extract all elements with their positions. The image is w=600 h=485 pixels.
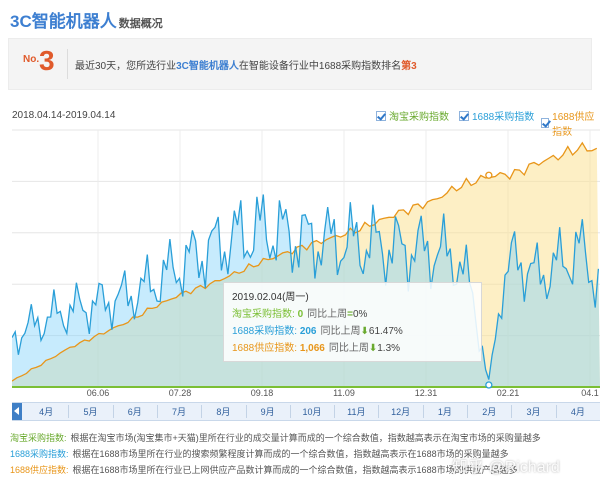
page-title: 3C智能机器人 数据概况 — [10, 7, 163, 31]
x-tick-label: 12.31 — [414, 388, 438, 398]
navigator-separator — [334, 405, 336, 418]
tooltip-row-1688: 1688采购指数: 206 同比上周⬇61.47% — [232, 323, 473, 340]
legend-taobao-checkbox[interactable] — [376, 110, 386, 121]
time-navigator[interactable]: 4月 5月 6月 7月 8月 9月 10月 11月 12月 1月 2月 3月 4月 — [12, 402, 600, 421]
index-definitions: 淘宝采购指数: 根据在淘宝市场(淘宝集市+天猫)里所在行业的成交量计算而成的一个综… — [10, 430, 595, 478]
tooltip-pct: 61.47% — [368, 326, 403, 337]
navigator-month-label[interactable]: 12月 — [391, 407, 411, 417]
tooltip-row-supply: 1688供应指数: 1,066 同比上周⬇1.3% — [232, 340, 473, 357]
tooltip-label: 1688供应指数: — [232, 343, 300, 354]
footnote-taobao: 淘宝采购指数: 根据在淘宝市场(淘宝集市+天猫)里所在行业的成交量计算而成的一个综… — [10, 430, 595, 446]
legend-1688-label: 1688采购指数 — [472, 112, 535, 123]
chart-markers — [485, 171, 493, 389]
legend-1688-purchase[interactable]: 1688采购指数 — [459, 108, 534, 123]
equal-icon: = — [347, 309, 353, 320]
navigator-left-handle[interactable] — [12, 403, 22, 420]
hover-marker-1688 — [485, 381, 493, 389]
category-title: 3C智能机器人 — [10, 12, 117, 31]
tooltip-label: 1688采购指数: — [232, 326, 300, 337]
rank-text-prefix: 最近30天，您所选行业 — [75, 61, 177, 72]
footnote-text: 根据在淘宝市场(淘宝集市+天猫)里所在行业的成交量计算而成的一个综合数值，指数越… — [70, 433, 541, 443]
chart-tooltip: 2019.02.04(周一) 淘宝采购指数: 0 同比上周=0% 1688采购指数… — [223, 282, 482, 362]
rank-divider — [67, 49, 68, 79]
x-tick-label: 09.18 — [250, 388, 274, 398]
rank-text-middle: 在智能设备行业中1688采购指数排名 — [238, 61, 402, 72]
navigator-month-label[interactable]: 3月 — [526, 407, 541, 417]
tooltip-pct: 0% — [352, 309, 368, 320]
navigator-separator — [511, 405, 513, 418]
section-subtitle: 数据概况 — [118, 18, 163, 30]
navigator-month-label[interactable]: 9月 — [260, 407, 275, 417]
navigator-separator — [245, 405, 247, 418]
rank-no-label: No. — [23, 54, 40, 65]
series-line-1 — [12, 194, 600, 380]
navigator-separator — [289, 405, 291, 418]
x-tick-label: 11.09 — [333, 388, 355, 398]
navigator-separator — [378, 405, 380, 418]
x-tick-label: 06.06 — [86, 388, 110, 398]
navigator-separator — [112, 405, 114, 418]
watermark: 知乎 @Richard — [452, 459, 560, 476]
x-axis-labels: 06.06 07.28 09.18 11.09 12.31 02.21 04.1 — [12, 388, 600, 402]
footnote-label: 1688供应指数: — [10, 465, 69, 475]
footnote-text: 根据在1688市场里所在行业已上网供应产品数计算而成的一个综合数值，指数越高表示… — [72, 465, 518, 475]
rank-industry: 3C智能机器人 — [176, 61, 239, 72]
navigator-separator — [555, 405, 557, 418]
legend-taobao-label: 淘宝采购指数 — [389, 112, 449, 123]
legend-taobao-purchase[interactable]: 淘宝采购指数 — [376, 108, 449, 123]
footnote-label: 淘宝采购指数: — [10, 433, 67, 443]
tooltip-date-value: 2019.02.04 — [232, 292, 283, 303]
hover-marker-supply — [485, 171, 493, 179]
footnote-label: 1688采购指数: — [10, 449, 69, 459]
navigator-month-label[interactable]: 8月 — [216, 407, 231, 417]
navigator-month-label[interactable]: 10月 — [302, 407, 322, 417]
rank-summary-panel: No. 3 最近30天，您所选行业3C智能机器人在智能设备行业中1688采购指数… — [8, 38, 592, 90]
navigator-month-label[interactable]: 6月 — [127, 407, 142, 417]
navigator-month-label[interactable]: 2月 — [482, 407, 497, 417]
navigator-month-label[interactable]: 7月 — [172, 407, 187, 417]
tooltip-compare: 同比上周 — [307, 309, 348, 320]
navigator-month-label[interactable]: 5月 — [83, 407, 98, 417]
x-tick-label: 04.1 — [581, 388, 599, 398]
tooltip-compare: 同比上周 — [328, 343, 369, 354]
navigator-month-label[interactable]: 4月 — [39, 407, 54, 417]
tooltip-date: 2019.02.04(周一) — [232, 289, 473, 306]
tooltip-compare: 同比上周 — [320, 326, 361, 337]
legend-supply-label: 1688供应指数 — [552, 112, 595, 138]
rank-description: 最近30天，您所选行业3C智能机器人在智能设备行业中1688采购指数排名第3 — [75, 57, 417, 72]
tooltip-label: 淘宝采购指数: — [232, 309, 298, 320]
legend-supply-checkbox[interactable] — [541, 118, 550, 128]
series-line-2 — [12, 141, 598, 382]
down-arrow-icon: ⬇ — [360, 326, 369, 337]
tooltip-value: 1,066 — [299, 343, 325, 354]
legend-1688-supply[interactable]: 1688供应指数 — [541, 108, 600, 138]
x-tick-label: 02.21 — [496, 388, 520, 398]
navigator-month-label[interactable]: 1月 — [437, 407, 452, 417]
down-arrow-icon: ⬇ — [368, 343, 378, 354]
navigator-separator — [467, 405, 469, 418]
navigator-separator — [422, 405, 424, 418]
footnote-text: 根据在1688市场里所在行业的搜索频繁程度计算而成的一个综合数值，指数越高表示在… — [72, 449, 509, 459]
navigator-separator — [201, 405, 203, 418]
date-range: 2018.04.14-2019.04.14 — [12, 110, 116, 121]
tooltip-row-taobao: 淘宝采购指数: 0 同比上周=0% — [232, 306, 473, 323]
navigator-separator — [156, 405, 158, 418]
navigator-month-label[interactable]: 4月 — [570, 407, 585, 417]
legend-1688-checkbox[interactable] — [459, 110, 469, 121]
footnote-1688: 1688采购指数: 根据在1688市场里所在行业的搜索频繁程度计算而成的一个综合数… — [10, 446, 595, 462]
footnote-supply: 1688供应指数: 根据在1688市场里所在行业已上网供应产品数计算而成的一个综合… — [10, 462, 595, 478]
tooltip-weekday: (周一) — [282, 292, 309, 303]
x-tick-label: 07.28 — [168, 388, 192, 398]
rank-position: 第3 — [401, 61, 417, 72]
tooltip-value: 206 — [299, 326, 317, 337]
chart-lines — [12, 141, 600, 388]
rank-number: 3 — [39, 45, 55, 76]
navigator-separator — [68, 405, 70, 418]
navigator-month-label[interactable]: 11月 — [347, 407, 366, 417]
tooltip-pct: 1.3% — [377, 343, 401, 354]
tooltip-value: 0 — [297, 309, 304, 320]
